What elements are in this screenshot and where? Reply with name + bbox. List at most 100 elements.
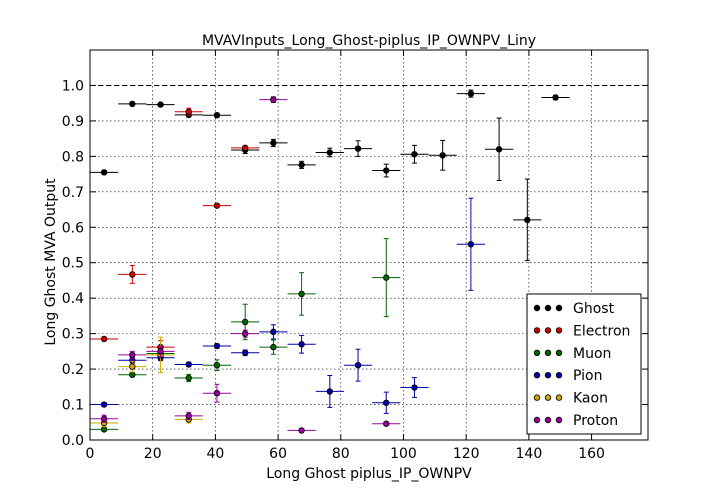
data-point: [185, 361, 192, 368]
legend-marker: [544, 372, 552, 379]
data-point: [185, 412, 192, 420]
data-point: [326, 149, 334, 156]
legend-marker: [533, 304, 541, 312]
data-point: [213, 342, 221, 350]
y-tick-label: 0.9: [62, 114, 84, 130]
legend-marker: [544, 394, 552, 401]
data-point: [157, 348, 164, 355]
y-tick-label: 1.0: [62, 78, 84, 94]
legend-item-ghost: Ghost: [533, 301, 615, 317]
legend-label: Muon: [573, 346, 611, 362]
legend-marker: [544, 416, 552, 424]
x-tick-label: 140: [516, 446, 543, 462]
y-tick-label: 0.5: [62, 256, 84, 272]
data-point: [354, 145, 362, 152]
data-point: [298, 427, 305, 434]
series-ghost: [90, 89, 570, 262]
data-point: [129, 100, 136, 108]
series-kaon: [90, 336, 203, 428]
legend-marker: [555, 327, 563, 334]
y-tick-label: 0.6: [62, 220, 84, 236]
data-point: [270, 96, 277, 103]
data-point: [467, 241, 475, 248]
data-point: [270, 139, 277, 147]
legend-marker: [544, 327, 552, 334]
data-point: [100, 335, 108, 343]
legend-marker: [544, 349, 552, 356]
legend-marker: [555, 372, 563, 379]
data-point: [383, 420, 390, 427]
data-point: [241, 144, 249, 152]
data-point: [411, 151, 418, 158]
data-point: [383, 399, 390, 406]
legend-item-pion: Pion: [533, 368, 602, 384]
plot-frame: [89, 49, 649, 441]
data-point: [157, 101, 164, 108]
legend-box: [526, 293, 642, 435]
legend-marker: [555, 416, 563, 424]
legend-marker: [533, 416, 541, 424]
data-point: [213, 361, 221, 369]
legend-item-electron: Electron: [533, 323, 630, 339]
legend-marker: [533, 327, 541, 334]
data-point: [213, 112, 221, 119]
data-point: [213, 202, 221, 209]
data-point: [185, 374, 192, 382]
chart-title: MVAVInputs_Long_Ghost-piplus_IP_OWNPV_Li…: [202, 33, 536, 49]
legend: Ghost Electron Muon Pion Kaon Proton: [526, 293, 642, 435]
plot-area: 0 20 40 60 80 100 120 140 160 0.0 0.1 0.2 0.3 0.4 0.5 0…: [62, 49, 649, 462]
legend-item-kaon: Kaon: [533, 391, 608, 407]
y-tick-label: 0.4: [62, 291, 84, 307]
data-point: [411, 384, 418, 391]
legend-marker: [533, 349, 541, 356]
data-point: [100, 415, 108, 422]
legend-label: Proton: [573, 413, 618, 429]
data-point: [270, 343, 277, 351]
x-tick-label: 160: [578, 446, 605, 462]
legend-label: Kaon: [573, 391, 608, 407]
y-axis-label: Long Ghost MVA Output: [43, 178, 59, 346]
series-muon: [90, 238, 401, 433]
data-point: [241, 330, 249, 337]
data-point: [383, 274, 390, 281]
data-point: [552, 94, 559, 101]
data-point: [100, 169, 108, 176]
data-point: [439, 152, 446, 159]
y-tick-label: 0.8: [62, 149, 84, 165]
legend-label: Ghost: [573, 301, 615, 317]
data-point: [298, 341, 305, 348]
x-tick-label: 80: [332, 446, 350, 462]
legend-marker: [555, 394, 563, 401]
y-tick-label: 0.2: [62, 362, 84, 378]
y-tick-label: 0.1: [62, 398, 84, 414]
legend-marker: [533, 372, 541, 379]
data-point: [129, 351, 136, 359]
data-point: [383, 167, 390, 174]
data-point: [524, 216, 531, 224]
data-point: [354, 361, 362, 369]
data-point: [298, 290, 305, 298]
x-tick-label: 20: [144, 446, 162, 462]
data-point: [100, 426, 108, 433]
x-tick-label: 120: [453, 446, 480, 462]
data-point: [213, 390, 221, 397]
legend-marker: [555, 349, 563, 356]
data-point: [129, 271, 136, 278]
series-electron: [90, 107, 260, 354]
legend-item-muon: Muon: [533, 346, 611, 362]
series-pion: [90, 197, 485, 414]
data-point: [270, 328, 277, 336]
data-point: [298, 161, 305, 169]
data-point: [326, 388, 334, 395]
x-tick-label: 60: [269, 446, 287, 462]
data-point: [129, 363, 136, 370]
data-point: [100, 401, 108, 408]
legend-marker: [533, 394, 541, 401]
x-tick-label: 40: [206, 446, 224, 462]
x-tick-label: 0: [86, 446, 95, 462]
series-proton: [90, 96, 401, 434]
y-tick-label: 0.0: [62, 433, 84, 449]
x-axis-label: Long Ghost piplus_IP_OWNPV: [266, 466, 472, 482]
data-point: [241, 318, 249, 326]
